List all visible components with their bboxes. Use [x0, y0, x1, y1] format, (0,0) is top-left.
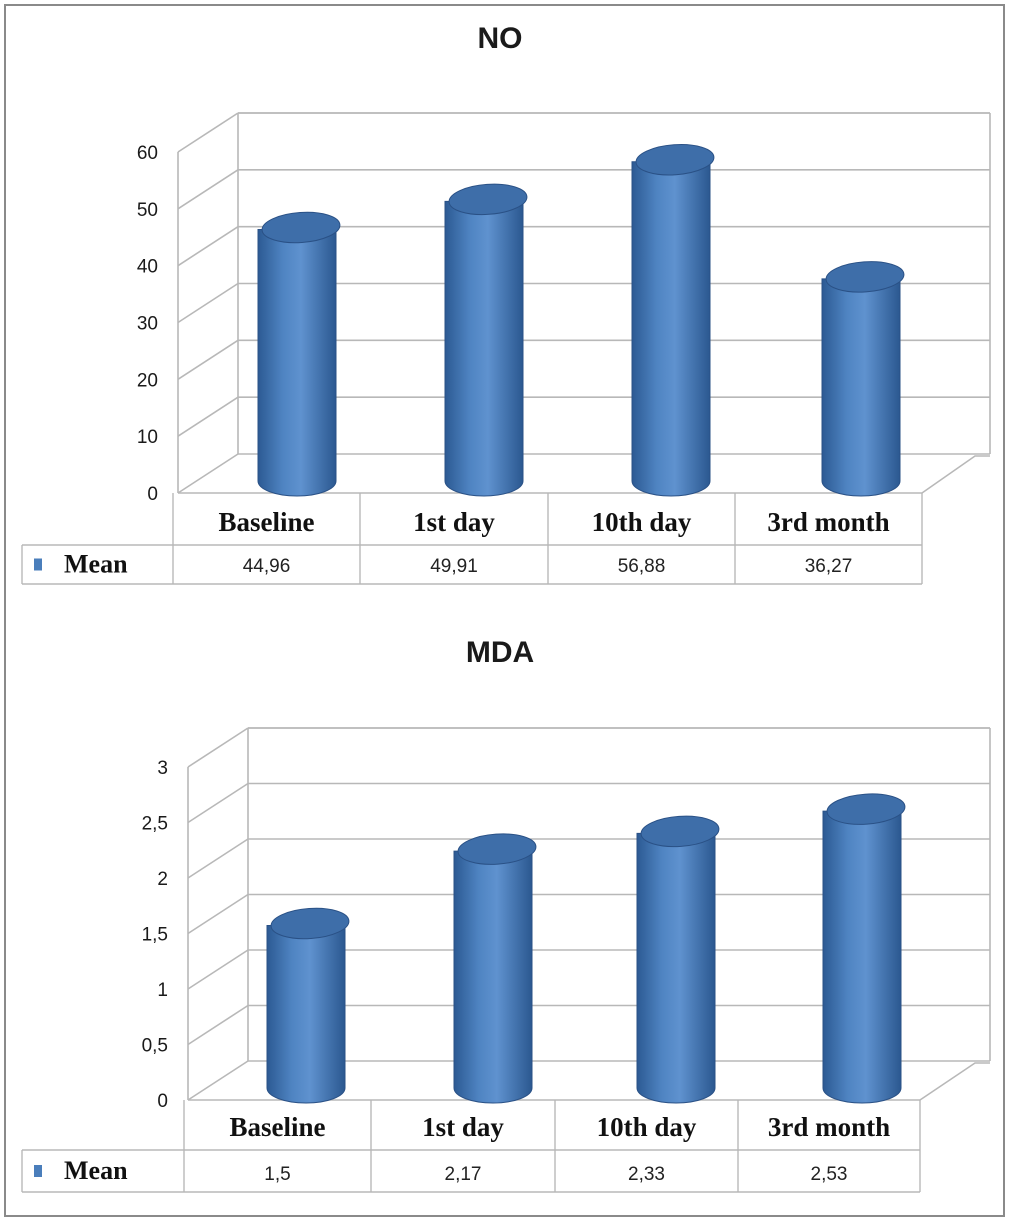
- bar-top: [640, 815, 720, 848]
- bar-top: [825, 261, 905, 293]
- gridline-diagonal: [177, 225, 239, 267]
- floor-edge: [188, 1062, 990, 1101]
- y-tick-label: 2,5: [142, 814, 168, 835]
- bar-baseline: [266, 925, 346, 1104]
- bar-baseline: [257, 228, 337, 497]
- gridline-diagonal: [187, 1004, 249, 1046]
- category-label: 1st day: [422, 1112, 504, 1142]
- chart-title: MDA: [466, 636, 534, 669]
- legend-swatch: [34, 558, 42, 571]
- y-tick-label: 60: [137, 143, 158, 164]
- bar-1st-day: [453, 850, 533, 1104]
- legend-label: Mean: [64, 550, 128, 579]
- gridline-diagonal: [177, 453, 239, 494]
- data-table-value: 2,33: [628, 1164, 665, 1185]
- gridline-diagonal: [177, 396, 239, 437]
- legend-swatch: [34, 1165, 42, 1177]
- y-tick-label: 40: [137, 257, 158, 278]
- category-label: 3rd month: [768, 1112, 890, 1142]
- gridline-diagonal: [187, 1060, 249, 1101]
- bar-1st-day: [444, 200, 524, 497]
- bar-top: [261, 211, 341, 244]
- gridline-diagonal: [187, 949, 249, 990]
- y-tick-label: 0: [157, 1091, 168, 1112]
- category-label: Baseline: [229, 1112, 325, 1142]
- category-label: Baseline: [218, 507, 314, 537]
- category-label: 10th day: [597, 1112, 697, 1142]
- no-chart: NO 0 10 20 30 40 50 60 Baseline 44,96 1st day 49,91…: [21, 22, 991, 585]
- chart-title: NO: [478, 22, 523, 55]
- bar-3rd-month: [821, 278, 901, 497]
- y-tick-label: 0,5: [142, 1036, 168, 1057]
- bar-10th-day: [631, 161, 711, 497]
- category-label: 10th day: [592, 507, 692, 537]
- y-tick-label: 0: [147, 484, 158, 505]
- bar-top: [635, 144, 715, 176]
- data-table-value: 2,17: [445, 1164, 482, 1185]
- gridline-diagonal: [187, 727, 249, 768]
- data-table-value: 49,91: [430, 556, 478, 577]
- category-label: 3rd month: [767, 507, 889, 537]
- gridline-diagonal: [177, 339, 239, 381]
- gridline-diagonal: [177, 282, 239, 324]
- category-label: 1st day: [413, 507, 495, 537]
- gridline-diagonal: [177, 112, 239, 153]
- y-tick-label: 20: [137, 370, 158, 391]
- y-tick-label: 2: [157, 869, 168, 890]
- legend-label: Mean: [64, 1156, 128, 1185]
- bar-3rd-month: [822, 810, 902, 1104]
- gridline-diagonal: [187, 838, 249, 879]
- y-tick-label: 50: [137, 200, 158, 221]
- y-tick-label: 3: [157, 758, 168, 779]
- gridline-diagonal: [177, 169, 239, 210]
- bar-top: [270, 907, 350, 940]
- data-table-value: 56,88: [618, 556, 666, 577]
- gridline-diagonal: [187, 893, 249, 935]
- bar-10th-day: [636, 832, 716, 1104]
- bar-top: [448, 183, 528, 216]
- data-table-value: 44,96: [243, 556, 291, 577]
- data-table-value: 36,27: [805, 556, 853, 577]
- floor-edge: [178, 455, 990, 494]
- y-tick-label: 1: [157, 980, 168, 1001]
- y-tick-label: 30: [137, 314, 158, 335]
- gridline-diagonal: [187, 782, 249, 824]
- bar-top: [457, 833, 537, 865]
- bar-top: [826, 793, 906, 825]
- data-table-value: 2,53: [811, 1164, 848, 1185]
- data-table-value: 1,5: [264, 1164, 290, 1185]
- y-tick-label: 10: [137, 427, 158, 448]
- y-tick-label: 1,5: [142, 925, 168, 946]
